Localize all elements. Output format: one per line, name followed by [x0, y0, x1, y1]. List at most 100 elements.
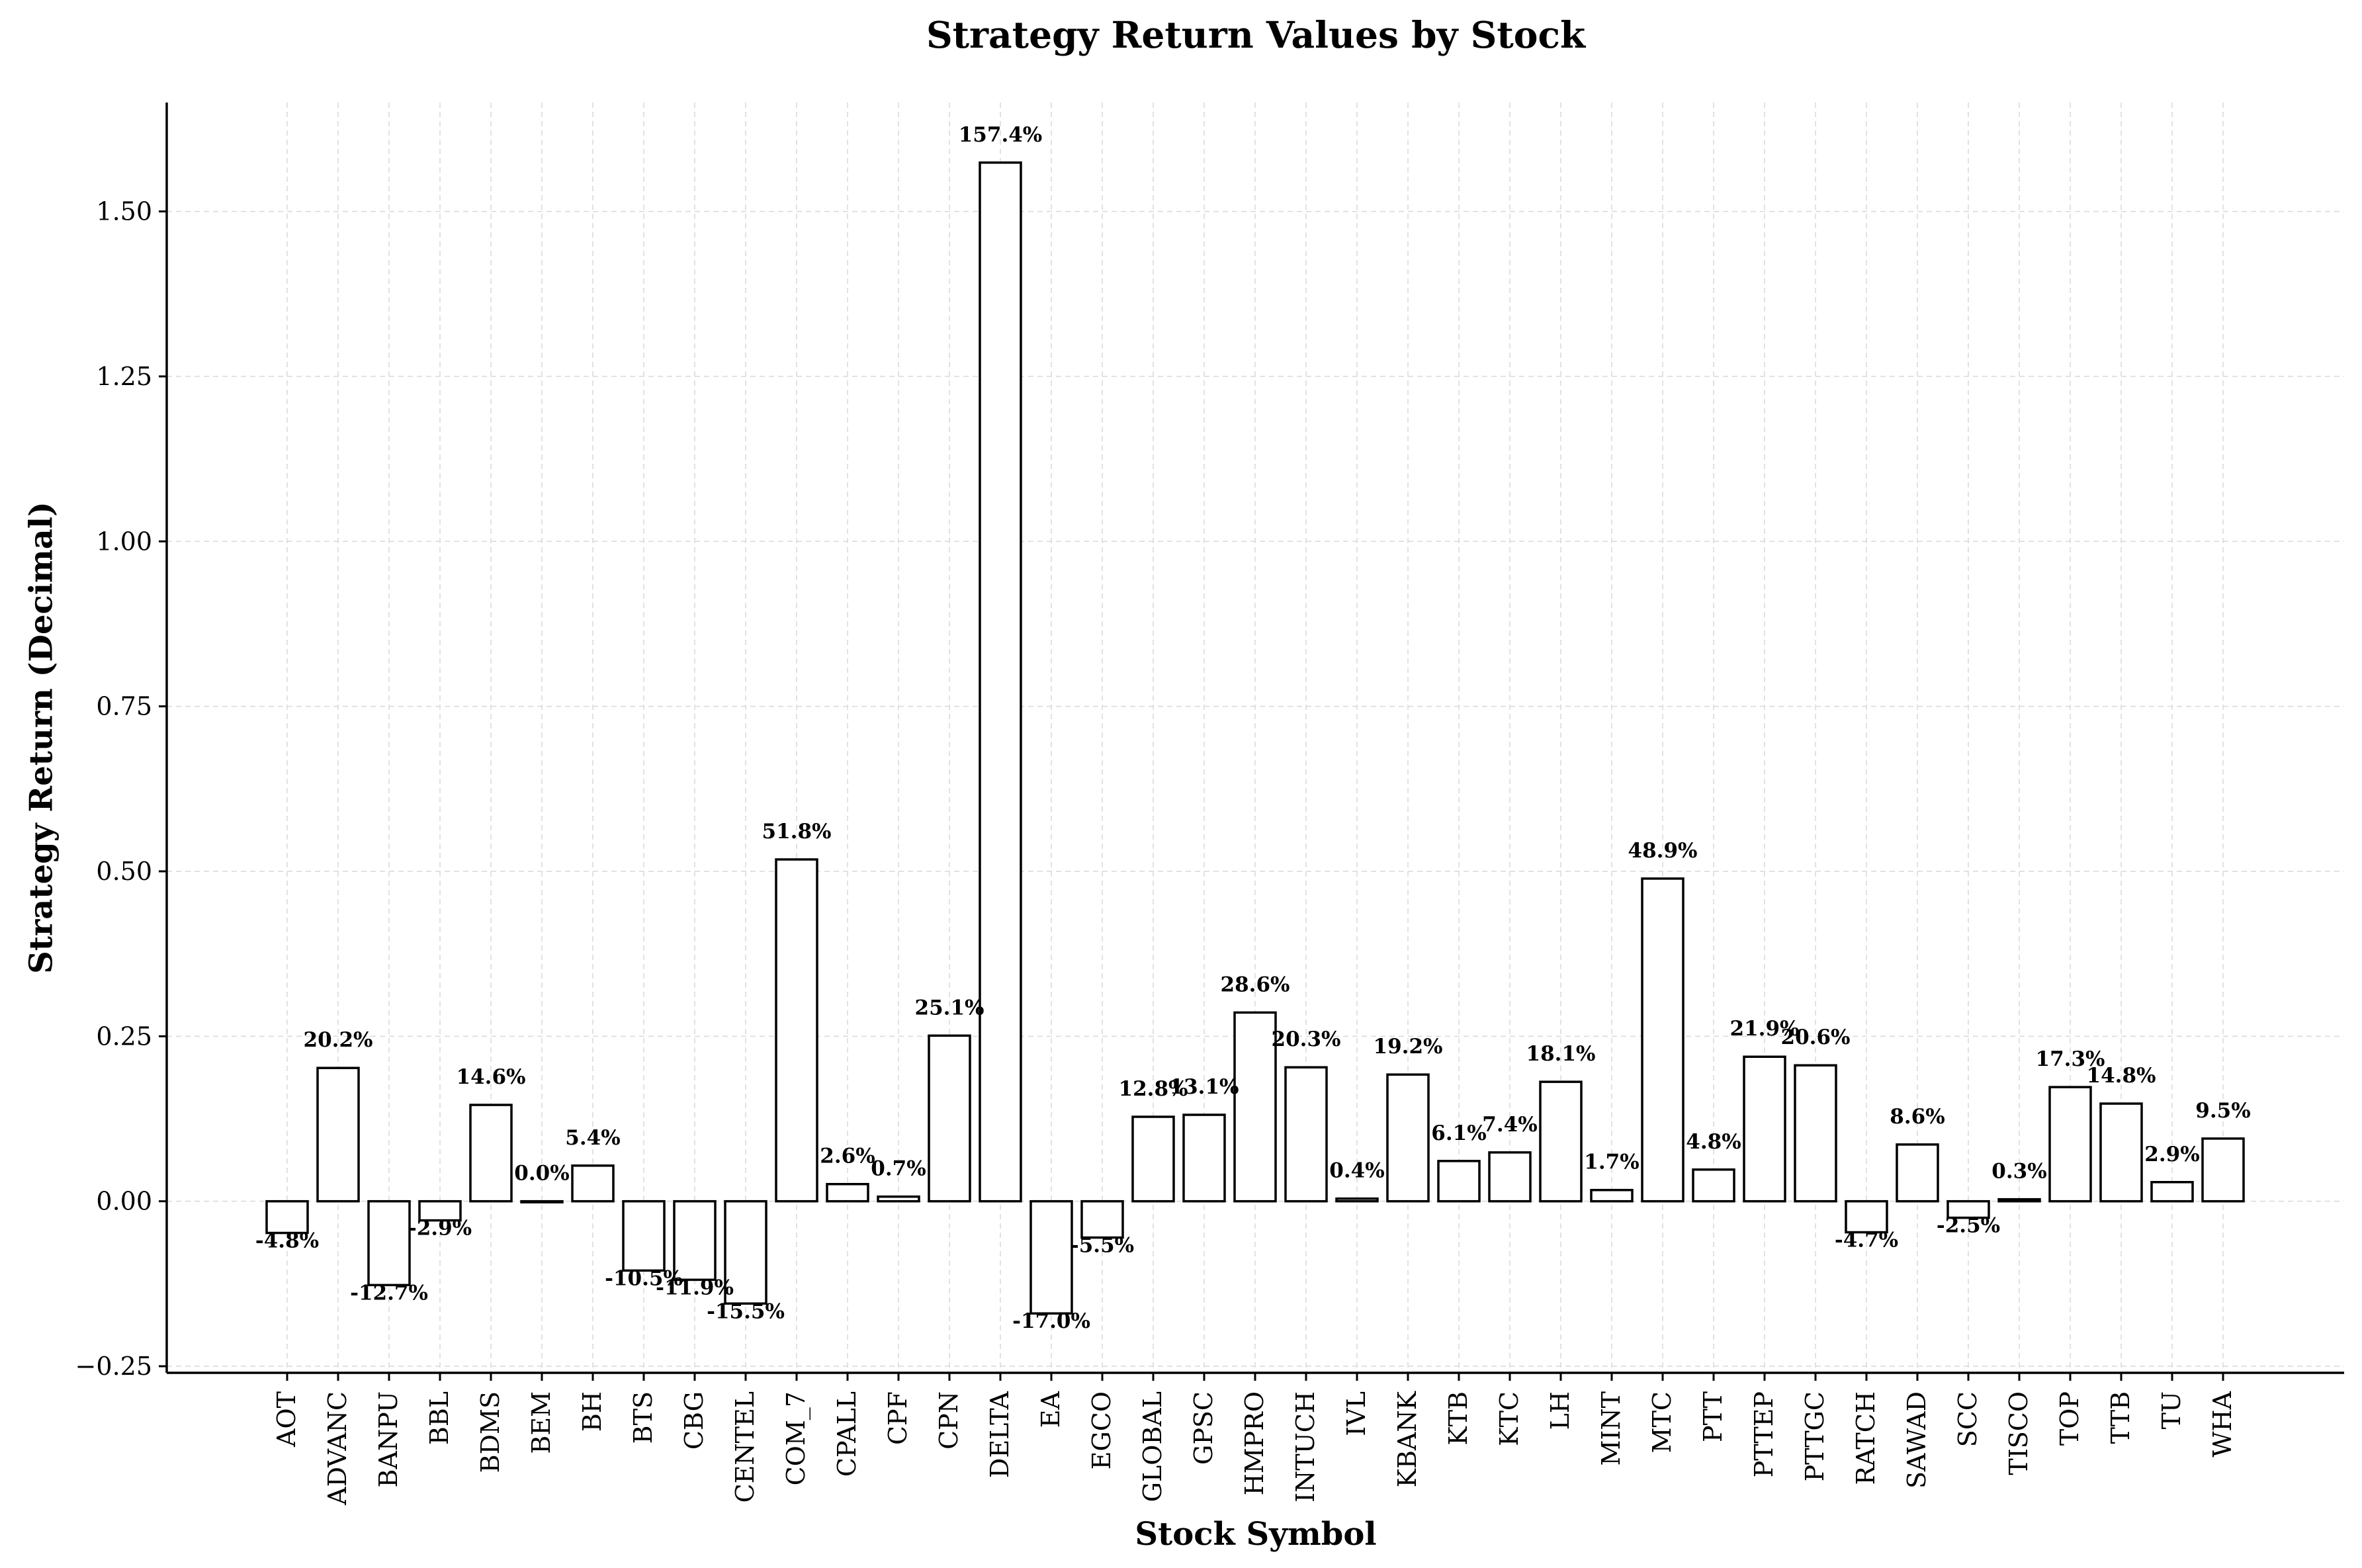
bar-pttgc: [1794, 1064, 1837, 1203]
bar-banpu: [367, 1199, 411, 1287]
bar-egco: [1080, 1199, 1124, 1239]
x-tick-label: TU: [2157, 1391, 2186, 1429]
x-tick-label: CPN: [934, 1391, 963, 1450]
data-label: 18.1%: [1526, 1042, 1596, 1066]
data-labels: -4.8% 20.2% -12.7% -2.9% 14.6% 0.0% 5.4% -10.5%…: [255, 123, 2251, 1333]
data-label: 2.9%: [2144, 1143, 2199, 1166]
x-tick-label: WHA: [2208, 1391, 2237, 1457]
data-label: -11.9%: [656, 1276, 734, 1299]
bar-mint: [1590, 1188, 1634, 1203]
data-label: 157.4%: [959, 123, 1043, 147]
x-tick-label: PTTGC: [1800, 1391, 1829, 1481]
data-label: -2.5%: [1937, 1214, 2000, 1238]
bar-cbg: [673, 1199, 717, 1282]
x-tick-label: AOT: [272, 1391, 301, 1448]
data-label: 7.4%: [1482, 1113, 1537, 1137]
x-tick-label: CENTEL: [730, 1391, 760, 1503]
x-tick-label: DELTA: [985, 1391, 1014, 1478]
data-label: 0.7%: [871, 1157, 926, 1181]
bar-wha: [2201, 1137, 2245, 1203]
y-tick-label: 0.50: [96, 857, 152, 886]
data-label: 12.8%: [1119, 1077, 1188, 1101]
bar-kbank: [1386, 1073, 1430, 1203]
x-tick-label: INTUCH: [1291, 1391, 1320, 1503]
data-label: 8.6%: [1890, 1105, 1945, 1129]
x-tick-label: KTB: [1444, 1391, 1473, 1446]
x-tick-label: TOP: [2055, 1391, 2084, 1446]
bar-sawad: [1896, 1143, 1939, 1203]
x-tick-label: LH: [1546, 1391, 1575, 1430]
bar-intuch: [1284, 1066, 1328, 1203]
bar-tisco: [1997, 1198, 2041, 1203]
bar-ea: [1029, 1199, 1073, 1315]
bar-gpsc: [1182, 1113, 1226, 1203]
y-tick-label: −0.25: [75, 1352, 152, 1381]
data-label: 1.7%: [1584, 1151, 1639, 1174]
data-label: 2.6%: [820, 1145, 875, 1168]
bar-ratch: [1845, 1199, 1888, 1234]
x-tick-label: EA: [1036, 1391, 1065, 1428]
x-tick-label: BANPU: [374, 1391, 403, 1488]
x-tick-label: KBANK: [1393, 1391, 1422, 1487]
data-label: 21.9%: [1730, 1017, 1800, 1041]
data-label: -2.9%: [408, 1217, 472, 1241]
x-tick-label: ADVANC: [323, 1391, 352, 1506]
bar-bts: [622, 1199, 666, 1272]
bar-aot: [265, 1199, 309, 1235]
data-label: 25.1%: [915, 996, 984, 1020]
x-tick-label: RATCH: [1851, 1391, 1880, 1485]
x-tick-label: COM_7: [781, 1391, 811, 1485]
bar-pttep: [1743, 1055, 1786, 1203]
x-tick-label: PTTEP: [1749, 1391, 1778, 1477]
x-tick-label: CBG: [679, 1391, 709, 1450]
x-tick-label: CPALL: [832, 1391, 861, 1477]
bar-cpn: [928, 1034, 971, 1203]
x-tick-label: BH: [578, 1391, 607, 1432]
data-label: -10.5%: [605, 1266, 683, 1290]
data-label: 14.6%: [457, 1065, 526, 1089]
x-tick-label: BBL: [425, 1391, 454, 1445]
data-label: 19.2%: [1374, 1035, 1443, 1059]
data-label: 4.8%: [1686, 1130, 1741, 1154]
x-axis-label: Stock Symbol: [1135, 1516, 1376, 1553]
bar-hmpro: [1233, 1011, 1277, 1203]
x-tick-label: EGCO: [1087, 1391, 1116, 1469]
bar-advanc: [316, 1067, 360, 1203]
bar-tu: [2150, 1181, 2194, 1203]
bar-global: [1131, 1115, 1175, 1203]
x-tick-label: MINT: [1597, 1391, 1626, 1466]
x-tick-label: GPSC: [1189, 1391, 1218, 1465]
x-tick-label: PTT: [1698, 1391, 1728, 1442]
bar-delta: [979, 161, 1022, 1203]
data-label: 14.8%: [2087, 1064, 2156, 1088]
x-tick-label: KTC: [1495, 1391, 1524, 1446]
bar-ttb: [2099, 1102, 2143, 1203]
data-label: 17.3%: [2036, 1047, 2105, 1071]
y-tick-label: 1.50: [96, 197, 152, 226]
bar-lh: [1539, 1080, 1583, 1203]
data-label: -4.7%: [1835, 1229, 1898, 1252]
bar-cpf: [877, 1195, 920, 1203]
x-tick-label: CPF: [883, 1391, 912, 1445]
data-label: 48.9%: [1628, 839, 1698, 863]
x-ticks: AOT ADVANC BANPU BBL BDMS BEM BH BTS CBG CENTEL CO…: [272, 1373, 2237, 1506]
x-tick-label: SAWAD: [1902, 1391, 1931, 1489]
bar-scc: [1946, 1199, 1990, 1219]
y-tick-label: 1.25: [96, 362, 152, 391]
data-label: 20.6%: [1781, 1025, 1851, 1049]
y-axis-label: Strategy Return (Decimal): [23, 501, 60, 974]
x-tick-label: HMPRO: [1240, 1391, 1269, 1495]
y-ticks: −0.25 0.00 0.25 0.50 0.75 1.00 1.25 1.50: [75, 197, 167, 1381]
data-label: 6.1%: [1431, 1121, 1486, 1145]
data-label: -12.7%: [350, 1281, 428, 1305]
bar-centel: [724, 1199, 767, 1305]
x-tick-label: BDMS: [476, 1391, 505, 1473]
bar-top: [2048, 1086, 2092, 1203]
data-label: 20.2%: [304, 1028, 373, 1052]
bar-bdms: [469, 1104, 513, 1203]
bar-cpall: [826, 1182, 869, 1203]
x-tick-label: GLOBAL: [1138, 1391, 1167, 1502]
data-label: -4.8%: [255, 1229, 319, 1253]
bar-ktc: [1488, 1151, 1532, 1203]
data-label: 28.6%: [1221, 973, 1290, 996]
